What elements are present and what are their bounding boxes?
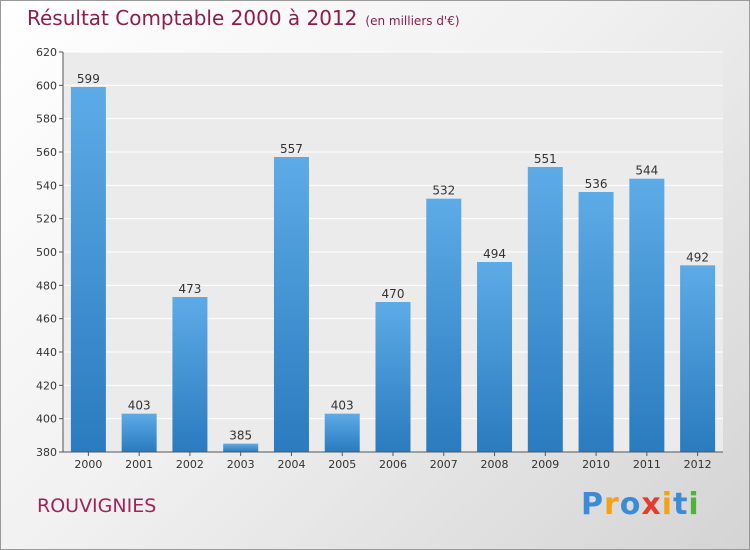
value-label-2006: 470 — [382, 287, 405, 301]
x-tick-label-2004: 2004 — [277, 458, 305, 471]
value-labels: 599 403 473 385 557 403 470 532 494 551 536 544 492 — [77, 72, 709, 443]
x-tick-label-2007: 2007 — [430, 458, 458, 471]
value-label-2004: 557 — [280, 142, 303, 156]
x-tick-label-2006: 2006 — [379, 458, 407, 471]
bar-2005 — [324, 413, 360, 452]
x-tick-label-2001: 2001 — [125, 458, 153, 471]
x-tick-label-2002: 2002 — [176, 458, 204, 471]
x-tick-label-2008: 2008 — [481, 458, 509, 471]
y-tick-label: 480 — [36, 279, 57, 292]
value-label-2011: 544 — [635, 164, 658, 178]
value-label-2007: 532 — [432, 184, 455, 198]
bar-2002 — [172, 297, 208, 452]
bar-2008 — [477, 262, 513, 452]
bars-group — [70, 87, 716, 452]
x-tick-label-2010: 2010 — [582, 458, 610, 471]
y-axis: 380 400 420 440 460 480 500 520 540 560 580 600 620 — [36, 46, 64, 459]
subtitle-text: (en milliers d'€) — [365, 14, 460, 28]
logo-letter: i — [688, 487, 700, 522]
place-name: ROUVIGNIES — [37, 495, 157, 517]
logo-letter: t — [673, 487, 689, 522]
y-tick-label: 440 — [36, 346, 57, 359]
bar-2004 — [273, 157, 309, 452]
chart-title: Résultat Comptable 2000 à 2012 (en millie… — [27, 6, 460, 30]
value-label-2010: 536 — [585, 177, 608, 191]
bar-2007 — [426, 198, 462, 452]
x-axis: 2000 2001 2002 2003 2004 2005 2006 2007 2008 2009… — [63, 451, 723, 471]
y-tick-label: 520 — [36, 213, 57, 226]
x-tick-label-2012: 2012 — [684, 458, 712, 471]
bar-2012 — [680, 265, 716, 452]
x-tick-label-2000: 2000 — [74, 458, 102, 471]
logo-letter: i — [661, 487, 674, 522]
y-tick-label: 540 — [36, 179, 57, 192]
y-tick-label: 420 — [36, 379, 57, 392]
y-tick-label: 560 — [36, 146, 57, 159]
logo-letter: x — [641, 487, 662, 522]
x-tick-label-2003: 2003 — [227, 458, 255, 471]
bar-2009 — [527, 167, 563, 452]
value-label-2005: 403 — [331, 399, 354, 413]
y-tick-label: 500 — [36, 246, 57, 259]
y-tick-label: 620 — [36, 46, 57, 59]
value-label-2000: 599 — [77, 72, 100, 86]
logo-letter: P — [581, 487, 604, 522]
value-label-2001: 403 — [128, 399, 151, 413]
value-label-2003: 385 — [229, 429, 252, 443]
proxiti-logo: Proxiti — [581, 487, 700, 522]
bar-2001 — [121, 413, 157, 452]
y-tick-label: 580 — [36, 113, 57, 126]
bar-2000 — [70, 87, 106, 452]
title-text: Résultat Comptable 2000 à 2012 — [27, 6, 358, 30]
value-label-2008: 494 — [483, 247, 506, 261]
value-label-2009: 551 — [534, 152, 557, 166]
y-tick-label: 460 — [36, 313, 57, 326]
bar-2003 — [223, 443, 259, 452]
logo-letter: r — [604, 487, 620, 522]
bar-2010 — [578, 192, 614, 452]
x-tick-label-2009: 2009 — [531, 458, 559, 471]
bar-2011 — [629, 178, 665, 452]
logo-letter: o — [619, 487, 642, 522]
bar-2006 — [375, 302, 411, 452]
x-tick-label-2005: 2005 — [328, 458, 356, 471]
value-label-2012: 492 — [686, 250, 709, 264]
value-label-2002: 473 — [178, 282, 201, 296]
x-tick-label-2011: 2011 — [633, 458, 661, 471]
y-tick-label: 600 — [36, 79, 57, 92]
y-tick-label: 380 — [36, 446, 57, 459]
y-tick-label: 400 — [36, 413, 57, 426]
